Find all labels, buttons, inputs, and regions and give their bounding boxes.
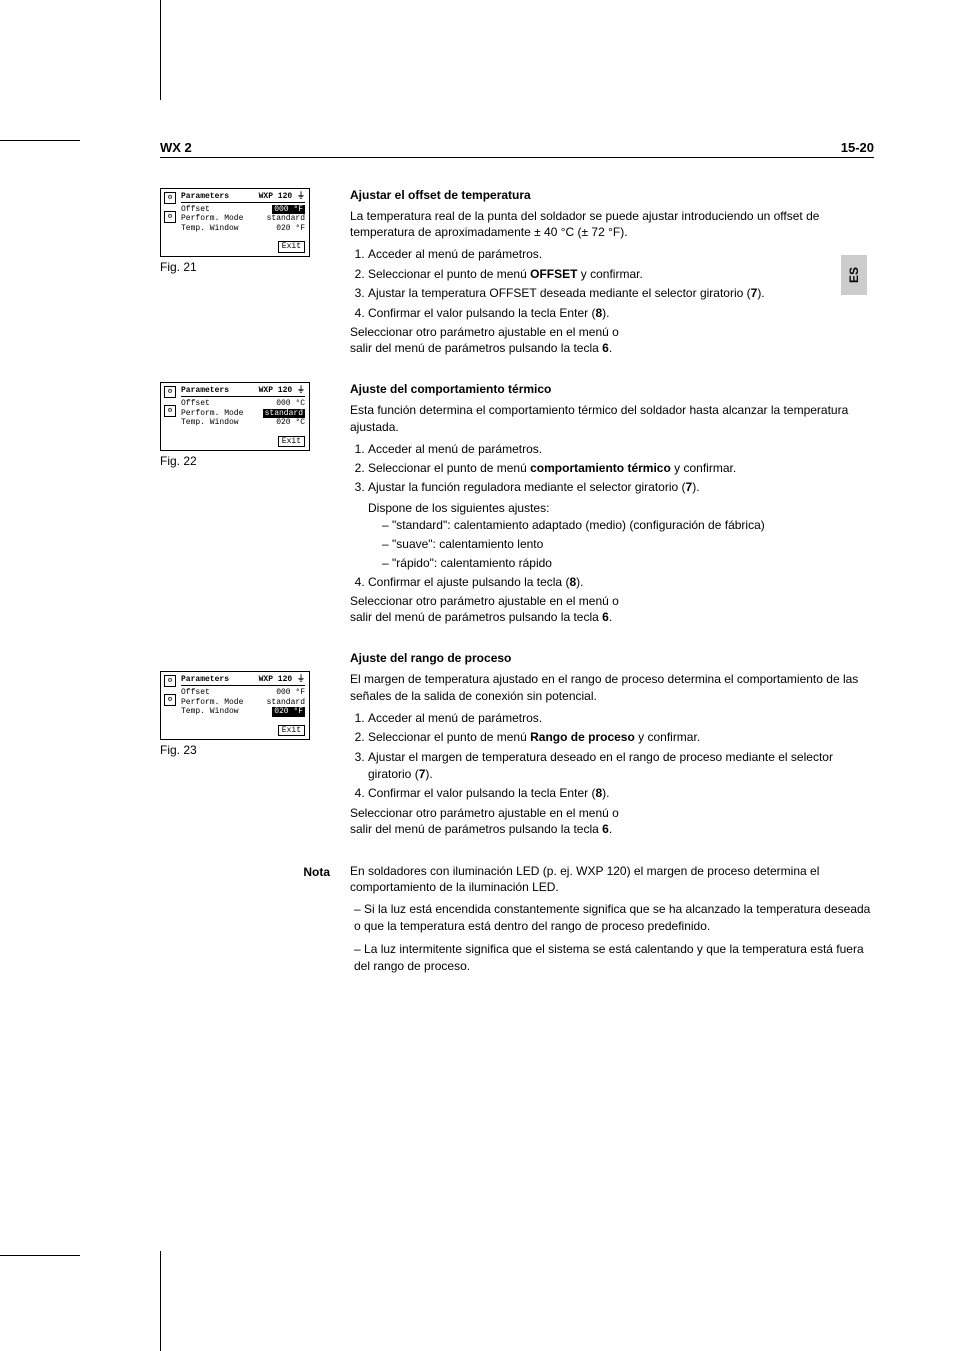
- section-title: Ajuste del comportamiento térmico: [350, 382, 874, 396]
- paragraph: Esta función determina el comportamiento…: [350, 402, 874, 434]
- paragraph: La temperatura real de la punta del sold…: [350, 208, 874, 240]
- steps-list: Acceder al menú de parámetros. Seleccion…: [368, 441, 874, 591]
- tool-icon: ⚙: [164, 386, 176, 398]
- fig-caption: Fig. 22: [160, 454, 330, 468]
- tool-icon: ⚙: [164, 405, 176, 417]
- page-header: WX 2 15-20: [160, 140, 874, 158]
- header-right: 15-20: [841, 140, 874, 155]
- nota-label: Nota: [160, 863, 330, 975]
- section-title: Ajuste del rango de proceso: [350, 651, 874, 665]
- fig-caption: Fig. 23: [160, 743, 330, 757]
- paragraph: Seleccionar otro parámetro ajustable en …: [350, 324, 874, 356]
- steps-list: Acceder al menú de parámetros. Seleccion…: [368, 710, 874, 803]
- tool-icon: ⚙: [164, 192, 176, 204]
- paragraph: Seleccionar otro parámetro ajustable en …: [350, 593, 874, 625]
- tool-icon: ⚙: [164, 694, 176, 706]
- paragraph: Seleccionar otro parámetro ajustable en …: [350, 805, 874, 837]
- steps-list: Acceder al menú de parámetros. Seleccion…: [368, 246, 874, 322]
- figure-21: ⚙ ⚙ ParametersWXP 120 ⏚ Offset000 °F Per…: [160, 188, 310, 257]
- nota-list: Si la luz está encendida constantemente …: [354, 901, 874, 974]
- tool-icon: ⚙: [164, 675, 176, 687]
- paragraph: En soldadores con iluminación LED (p. ej…: [350, 863, 874, 895]
- header-left: WX 2: [160, 140, 192, 155]
- figure-22: ⚙ ⚙ ParametersWXP 120 ⏚ Offset000 °C Per…: [160, 382, 310, 451]
- language-tab: ES: [841, 255, 867, 295]
- tool-icon: ⚙: [164, 211, 176, 223]
- fig-caption: Fig. 21: [160, 260, 330, 274]
- section-title: Ajustar el offset de temperatura: [350, 188, 874, 202]
- paragraph: El margen de temperatura ajustado en el …: [350, 671, 874, 703]
- figure-23: ⚙ ⚙ ParametersWXP 120 ⏚ Offset000 °F Per…: [160, 671, 310, 740]
